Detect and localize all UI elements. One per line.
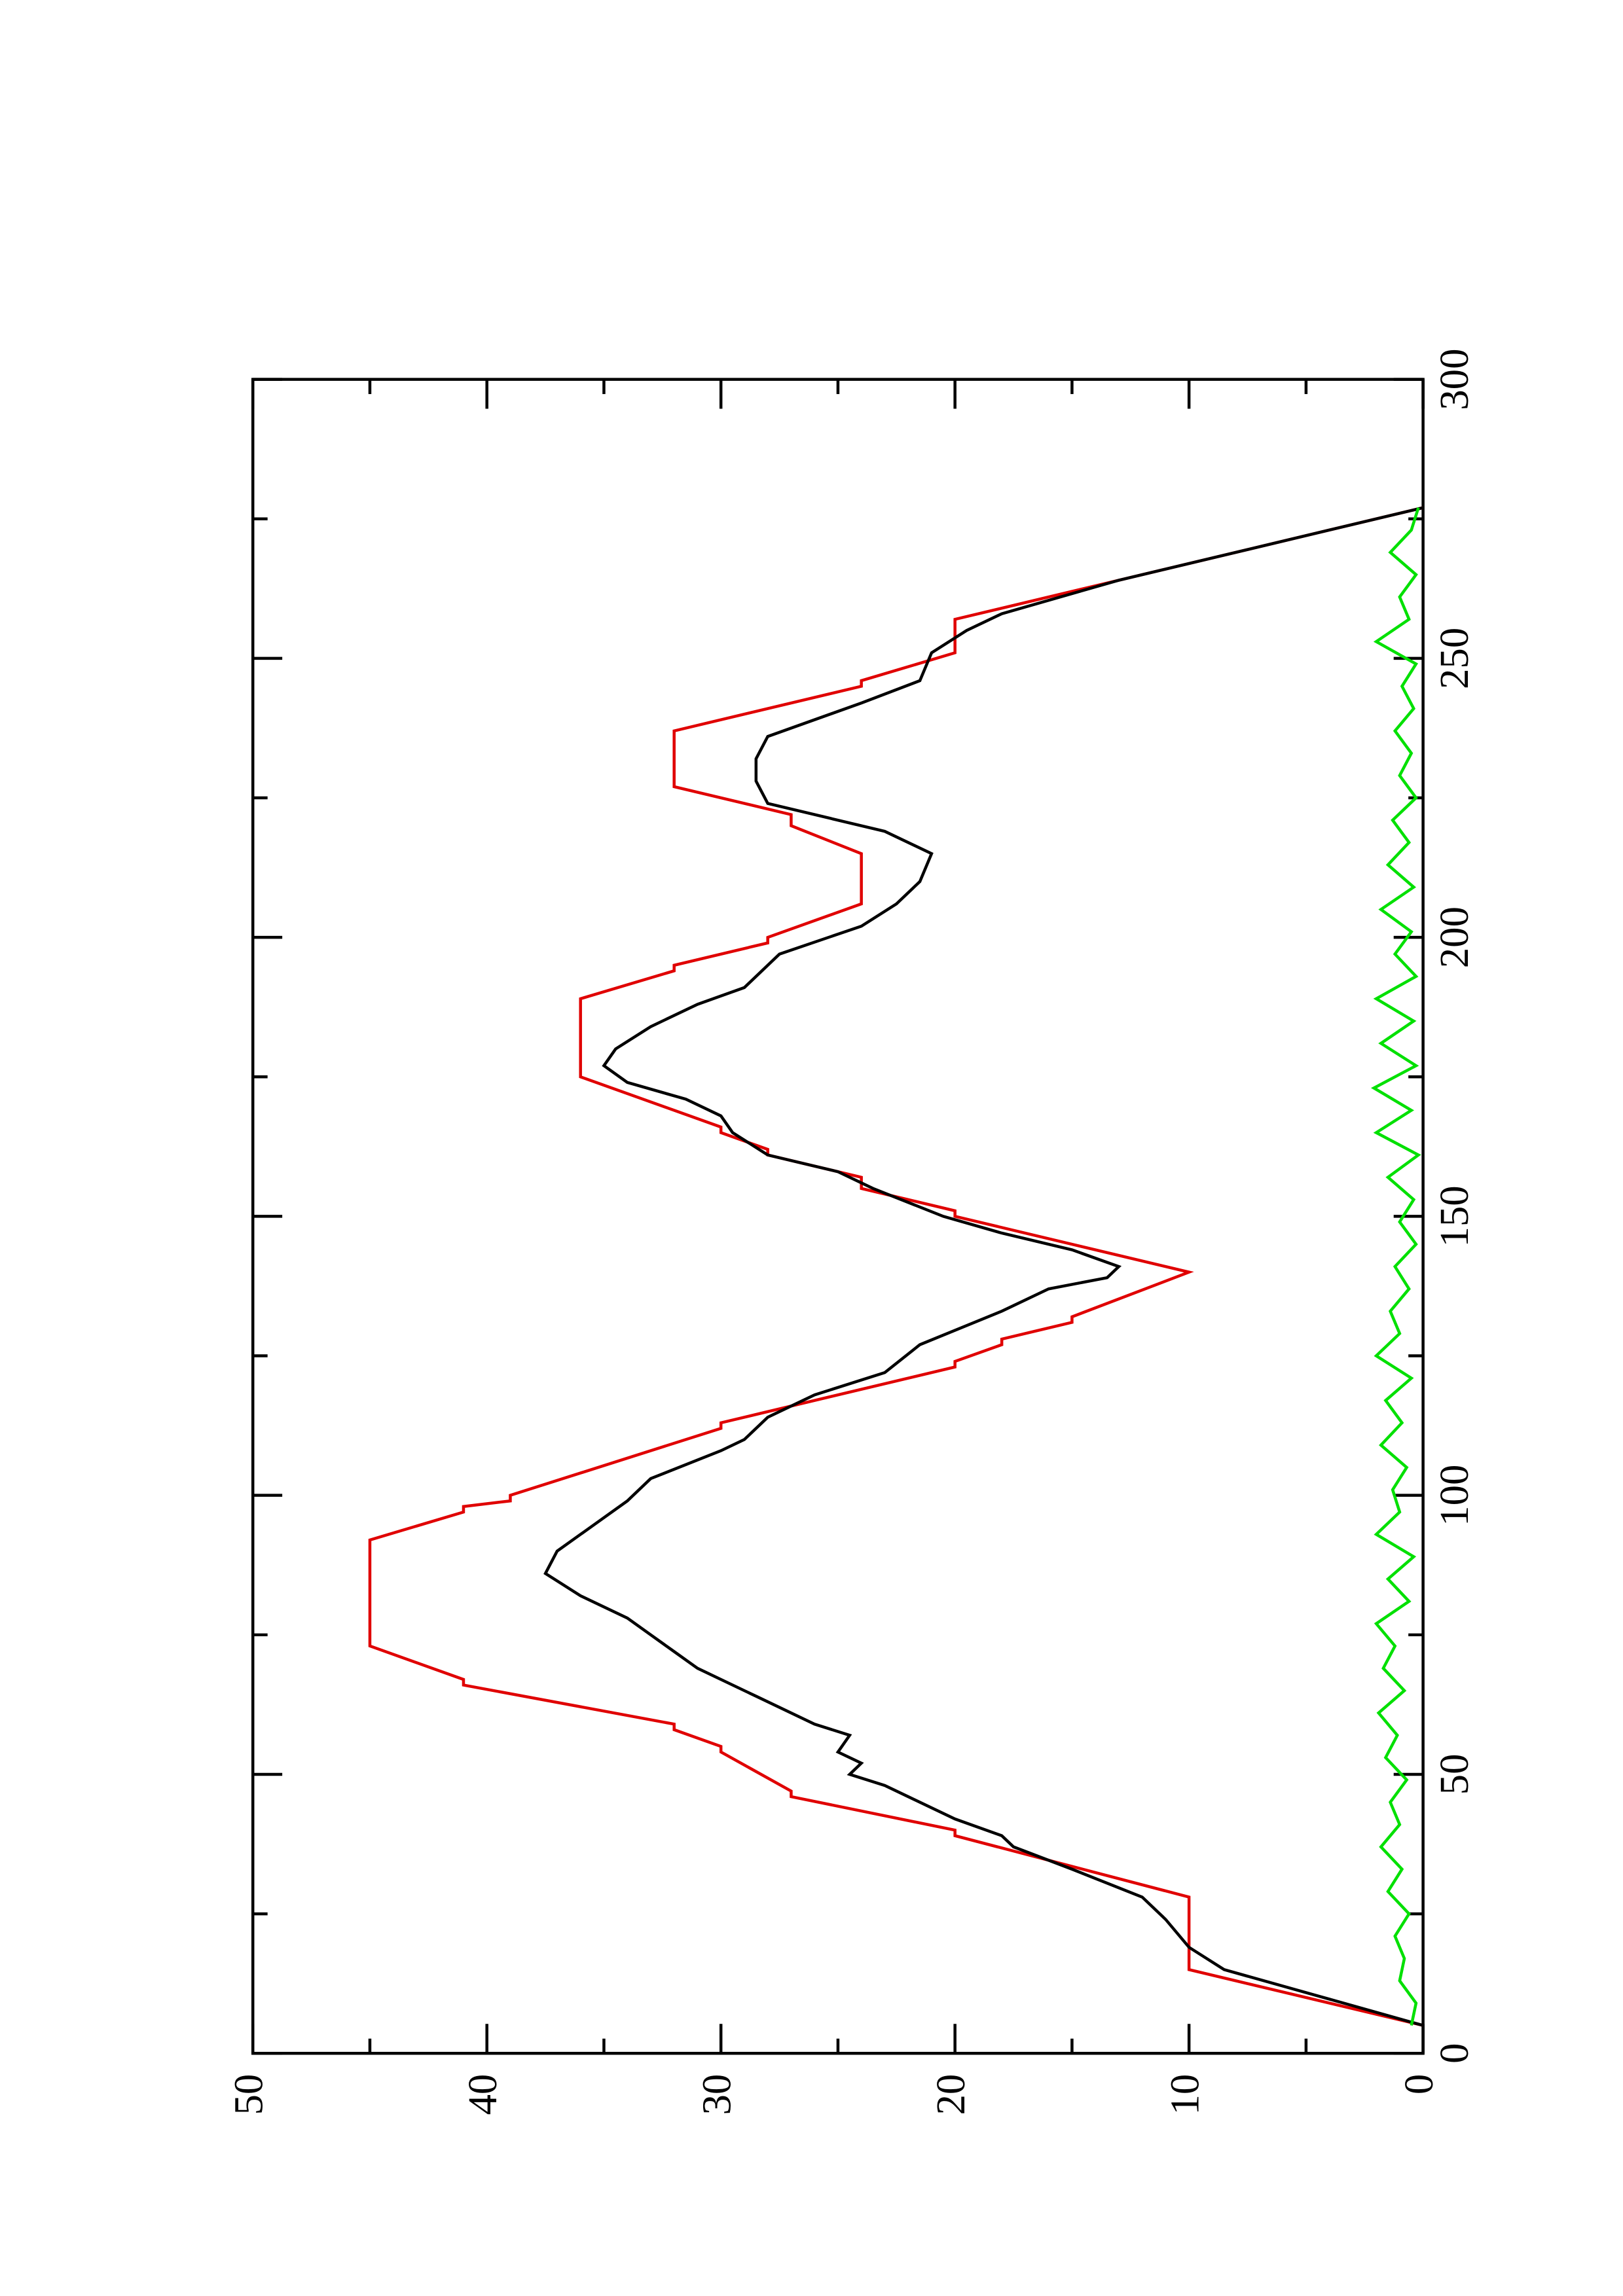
- data-line: [1370, 507, 1421, 2026]
- y-tick-label: 30: [694, 2074, 740, 2115]
- y-tick-label: 40: [460, 2074, 505, 2115]
- x-tick-label: 250: [1431, 628, 1477, 689]
- x-tick-label: 150: [1431, 1185, 1477, 1247]
- x-tick-label: 200: [1431, 906, 1477, 968]
- x-tick-label: 50: [1431, 1754, 1477, 1795]
- data-line: [368, 506, 1424, 2027]
- y-tick-label: 10: [1162, 2074, 1208, 2115]
- y-tick-label: 50: [226, 2074, 272, 2115]
- y-tick-label: 0: [1396, 2074, 1442, 2094]
- data-line: [543, 506, 1424, 2027]
- plot-frame: [251, 378, 1425, 2055]
- y-tick-label: 20: [928, 2074, 974, 2115]
- x-tick-label: 300: [1431, 348, 1477, 410]
- x-tick-label: 0: [1431, 2043, 1477, 2063]
- x-tick-label: 100: [1431, 1465, 1477, 1526]
